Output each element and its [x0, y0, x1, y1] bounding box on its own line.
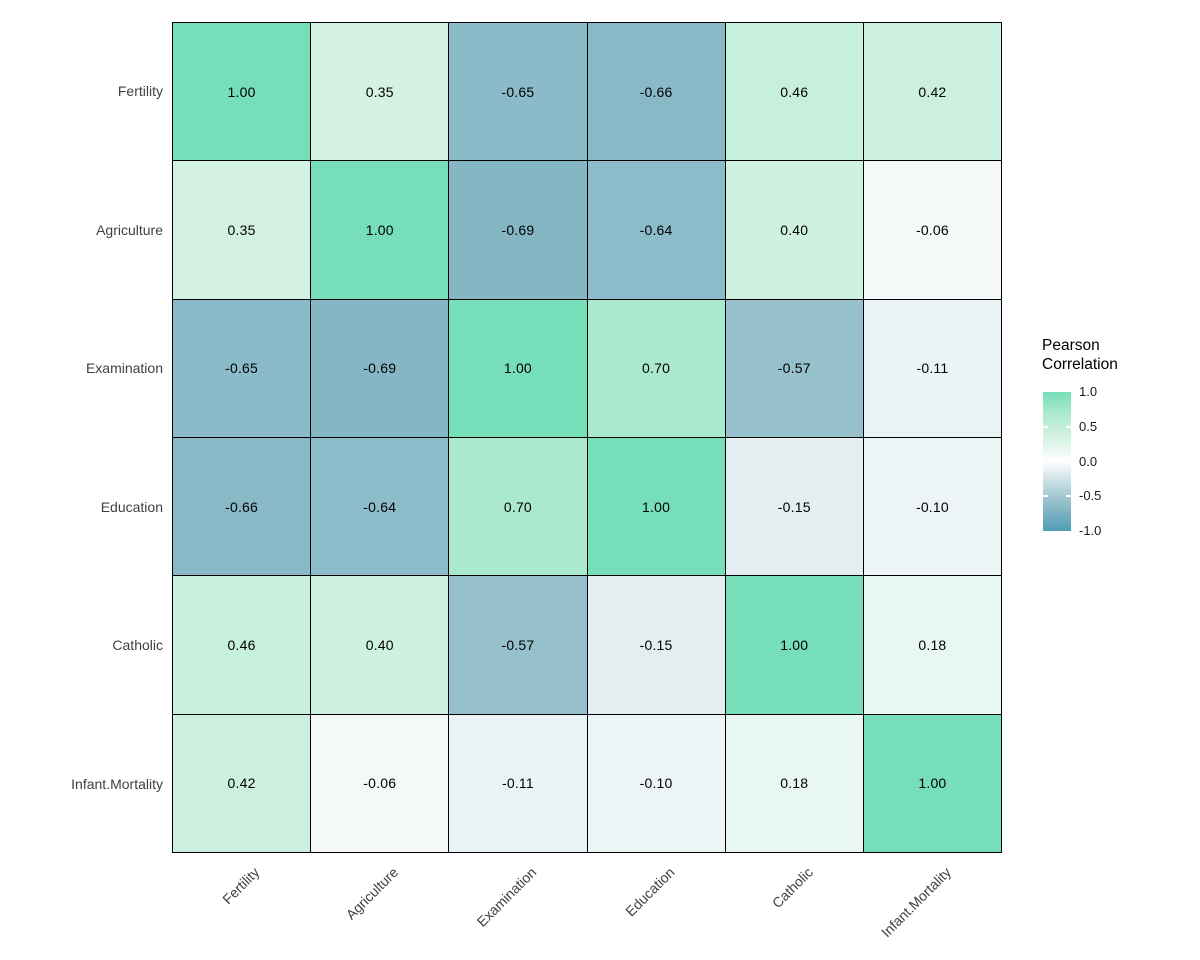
cell-value: 1.00 [503, 360, 532, 377]
heatmap-cell: 0.42 [173, 714, 311, 852]
y-axis-label: Examination [85, 360, 163, 377]
heatmap-cell: 0.18 [725, 714, 863, 852]
legend-tick-label: -1.0 [1079, 523, 1102, 538]
cell-value: -0.06 [915, 221, 949, 238]
heatmap-cell: 1.00 [311, 161, 449, 299]
legend-title: Pearson Correlation [1042, 336, 1118, 374]
cell-value: -0.66 [639, 83, 673, 100]
heatmap-cell: -0.15 [587, 576, 725, 714]
cell-value: -0.15 [639, 636, 673, 653]
cell-value: 0.42 [227, 775, 256, 792]
heatmap-cell: -0.65 [173, 299, 311, 437]
heatmap-cell: 0.35 [311, 23, 449, 161]
heatmap-cell: -0.11 [863, 299, 1001, 437]
heatmap-cell: -0.10 [863, 437, 1001, 576]
cell-value: 1.00 [227, 83, 256, 100]
x-axis-label: Infant.Mortality [877, 864, 955, 941]
heatmap-cell: -0.06 [311, 714, 449, 852]
heatmap-cell: 0.42 [863, 23, 1001, 161]
cell-value: 1.00 [918, 775, 947, 792]
heatmap-cell: 1.00 [449, 299, 587, 437]
heatmap-cell: -0.64 [587, 161, 725, 299]
legend-title-line1: Pearson [1042, 337, 1100, 354]
heatmap-cell: -0.57 [449, 576, 587, 714]
heatmap-cell: -0.66 [173, 437, 311, 576]
heatmap-cell: 0.46 [173, 576, 311, 714]
cell-value: 0.35 [227, 221, 256, 238]
cell-value: 0.46 [227, 636, 256, 653]
y-axis-label: Infant.Mortality [71, 775, 163, 792]
cell-value: 0.46 [780, 83, 809, 100]
cell-value: 0.70 [503, 498, 532, 515]
legend-tick-mark [1066, 495, 1071, 498]
heatmap-cell: -0.66 [587, 23, 725, 161]
y-axis-label: Fertility [117, 83, 163, 100]
heatmap-cell: 0.40 [725, 161, 863, 299]
cell-value: 0.40 [780, 221, 809, 238]
cell-value: -0.06 [363, 775, 397, 792]
heatmap-cell: -0.65 [449, 23, 587, 161]
cell-value: -0.64 [363, 498, 397, 515]
x-axis-label: Catholic [768, 864, 816, 912]
cell-value: -0.66 [225, 498, 259, 515]
legend-tick-label: 0.0 [1079, 453, 1098, 469]
legend-tick-label: -0.5 [1079, 488, 1102, 504]
legend-tick-label: 1.0 [1079, 384, 1098, 399]
cell-value: -0.69 [363, 360, 397, 377]
legend-tick-mark [1066, 425, 1071, 428]
legend-tick-mark [1043, 425, 1048, 428]
cell-value: -0.15 [777, 498, 811, 515]
heatmap-cell: 0.35 [173, 161, 311, 299]
cell-value: 1.00 [642, 498, 671, 515]
x-axis-label: Fertility [219, 864, 263, 908]
x-axis-label: Agriculture [342, 864, 401, 923]
heatmap-cell: -0.64 [311, 437, 449, 576]
legend-title-line2: Correlation [1042, 356, 1118, 373]
heatmap-grid: 1.00 0.35 -0.65 -0.66 0.46 0.42 0.35 1.00 -0.69 -… [172, 22, 1002, 853]
heatmap-cell: -0.69 [311, 299, 449, 437]
cell-value: -0.65 [501, 83, 535, 100]
cell-value: 0.70 [642, 360, 671, 377]
legend-gradient-bar [1043, 392, 1071, 531]
heatmap-cell: -0.15 [725, 437, 863, 576]
heatmap-cell: 0.70 [449, 437, 587, 576]
heatmap-cell: 1.00 [173, 23, 311, 161]
cell-value: 0.35 [365, 83, 394, 100]
heatmap-cell: -0.06 [863, 161, 1001, 299]
y-axis-label: Education [100, 498, 163, 515]
cell-value: -0.11 [916, 360, 949, 377]
cell-value: -0.11 [501, 775, 534, 792]
heatmap-cell: 1.00 [725, 576, 863, 714]
heatmap-cell: 0.70 [587, 299, 725, 437]
cell-value: 0.18 [918, 636, 947, 653]
heatmap-cell: 0.40 [311, 576, 449, 714]
cell-value: 0.42 [918, 83, 947, 100]
cell-value: 1.00 [780, 636, 809, 653]
cell-value: 0.18 [780, 775, 809, 792]
cell-value: 1.00 [365, 221, 394, 238]
legend-tick-label: 0.5 [1079, 418, 1098, 434]
y-axis-label: Agriculture [96, 221, 163, 238]
cell-value: -0.69 [501, 221, 535, 238]
heatmap-cell: 1.00 [863, 714, 1001, 852]
heatmap-cell: -0.57 [725, 299, 863, 437]
cell-value: -0.64 [639, 221, 673, 238]
cell-value: -0.57 [501, 636, 535, 653]
cell-value: -0.57 [777, 360, 811, 377]
cell-value: 0.40 [365, 636, 394, 653]
x-axis-label: Education [622, 864, 678, 920]
cell-value: -0.10 [915, 498, 949, 515]
x-axis-label: Examination [473, 864, 540, 930]
cell-value: -0.65 [225, 360, 259, 377]
heatmap-cell: 1.00 [587, 437, 725, 576]
heatmap-cell: 0.46 [725, 23, 863, 161]
heatmap-cell: 0.18 [863, 576, 1001, 714]
cell-value: -0.10 [639, 775, 673, 792]
y-axis-label: Catholic [112, 637, 163, 654]
heatmap-cell: -0.69 [449, 161, 587, 299]
legend-tick-mark [1043, 495, 1048, 498]
heatmap-cell: -0.10 [587, 714, 725, 852]
heatmap-cell: -0.11 [449, 714, 587, 852]
